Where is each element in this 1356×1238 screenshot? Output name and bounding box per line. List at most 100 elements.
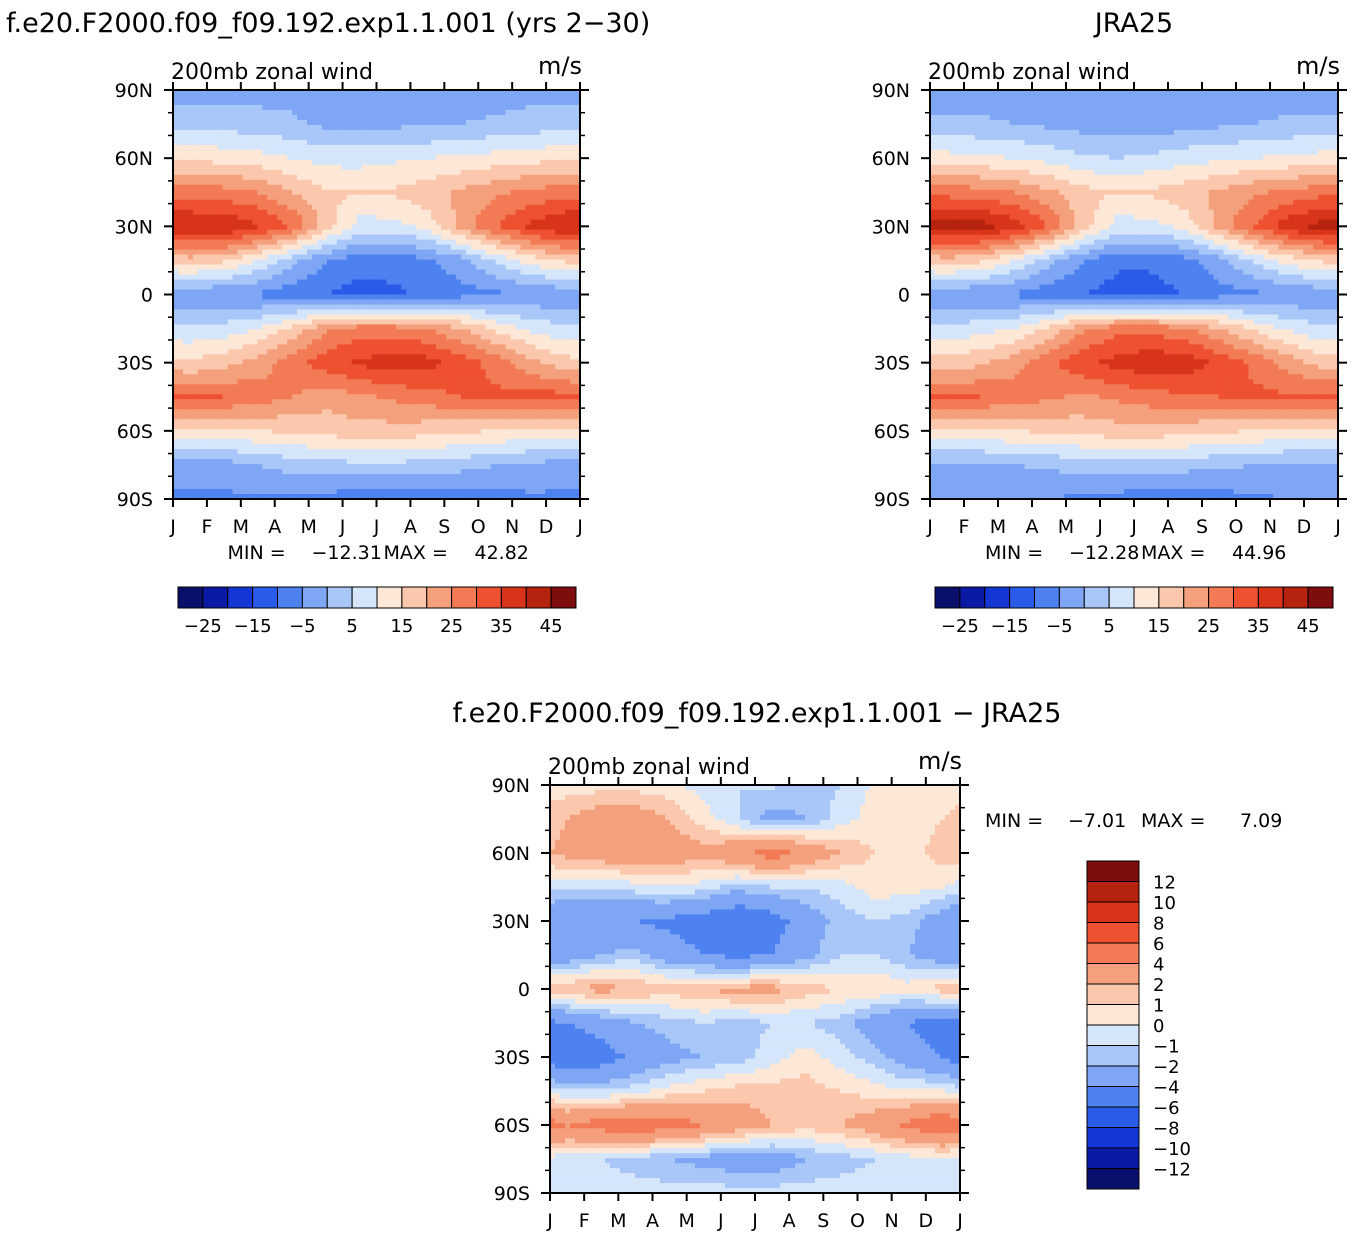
- field-cell: [377, 359, 383, 365]
- field-cell: [570, 270, 576, 276]
- field-cell: [530, 354, 536, 360]
- field-cell: [372, 155, 378, 161]
- field-cell: [302, 150, 308, 156]
- field-cell: [381, 105, 387, 111]
- field-cell: [242, 314, 248, 320]
- field-cell: [391, 105, 397, 111]
- field-cell: [396, 349, 402, 355]
- field-cell: [198, 245, 204, 251]
- field-cell: [570, 324, 576, 330]
- field-cell: [198, 190, 204, 196]
- field-cell: [247, 100, 253, 106]
- field-cell: [223, 384, 229, 390]
- field-cell: [565, 110, 571, 116]
- field-cell: [262, 210, 268, 216]
- field-cell: [203, 100, 209, 106]
- field-cell: [496, 170, 502, 176]
- field-cell: [441, 205, 447, 211]
- field-cell: [362, 245, 368, 251]
- field-cell: [297, 384, 303, 390]
- field-cell: [406, 210, 412, 216]
- field-cell: [337, 120, 343, 126]
- field-cell: [352, 185, 358, 191]
- field-cell: [342, 285, 348, 291]
- field-cell: [322, 344, 328, 350]
- field-cell: [208, 215, 214, 221]
- field-cell: [372, 374, 378, 380]
- field-cell: [520, 309, 526, 315]
- field-cell: [476, 120, 482, 126]
- field-cell: [396, 205, 402, 211]
- field-cell: [466, 230, 472, 236]
- field-cell: [198, 290, 204, 296]
- field-cell: [337, 384, 343, 390]
- field-cell: [297, 120, 303, 126]
- field-cell: [223, 339, 229, 345]
- field-cell: [451, 105, 457, 111]
- field-cell: [441, 304, 447, 310]
- field-cell: [525, 364, 531, 370]
- field-cell: [362, 205, 368, 211]
- field-cell: [262, 225, 268, 231]
- field-cell: [307, 299, 313, 305]
- field-cell: [267, 225, 273, 231]
- field-cell: [511, 205, 517, 211]
- field-cell: [307, 339, 313, 345]
- field-cell: [525, 295, 531, 301]
- field-cell: [421, 225, 427, 231]
- field-cell: [386, 175, 392, 181]
- field-cell: [461, 95, 467, 101]
- field-cell: [262, 349, 268, 355]
- field-cell: [193, 285, 199, 291]
- field-cell: [193, 155, 199, 161]
- field-cell: [262, 205, 268, 211]
- field-cell: [560, 140, 566, 146]
- field-cell: [416, 130, 422, 136]
- field-cell: [491, 280, 497, 286]
- field-cell: [565, 205, 571, 211]
- field-cell: [252, 150, 258, 156]
- field-cell: [401, 319, 407, 325]
- field-cell: [178, 100, 184, 106]
- field-cell: [506, 344, 512, 350]
- field-cell: [436, 344, 442, 350]
- field-cell: [188, 369, 194, 375]
- field-cell: [302, 379, 308, 385]
- field-cell: [431, 200, 437, 206]
- field-cell: [391, 265, 397, 271]
- field-cell: [451, 334, 457, 340]
- field-cell: [267, 195, 273, 201]
- field-cell: [511, 334, 517, 340]
- field-cell: [461, 160, 467, 166]
- field-cell: [362, 195, 368, 201]
- field-cell: [213, 190, 219, 196]
- field-cell: [297, 190, 303, 196]
- field-cell: [252, 295, 258, 301]
- field-cell: [282, 354, 288, 360]
- field-cell: [183, 225, 189, 231]
- field-cell: [520, 364, 526, 370]
- field-cell: [262, 165, 268, 171]
- field-cell: [476, 379, 482, 385]
- field-cell: [511, 255, 517, 261]
- field-cell: [223, 250, 229, 256]
- field-cell: [456, 140, 462, 146]
- field-cell: [282, 125, 288, 131]
- field-cell: [302, 110, 308, 116]
- field-cell: [525, 324, 531, 330]
- field-cell: [426, 260, 432, 266]
- field-cell: [242, 110, 248, 116]
- field-cell: [327, 250, 333, 256]
- field-cell: [357, 299, 363, 305]
- field-cell: [386, 225, 392, 231]
- field-cell: [560, 205, 566, 211]
- field-cell: [466, 319, 472, 325]
- field-cell: [416, 170, 422, 176]
- field-cell: [223, 354, 229, 360]
- field-cell: [496, 185, 502, 191]
- field-cell: [421, 100, 427, 106]
- field-cell: [312, 255, 318, 261]
- field-cell: [342, 280, 348, 286]
- field-cell: [391, 170, 397, 176]
- field-cell: [198, 230, 204, 236]
